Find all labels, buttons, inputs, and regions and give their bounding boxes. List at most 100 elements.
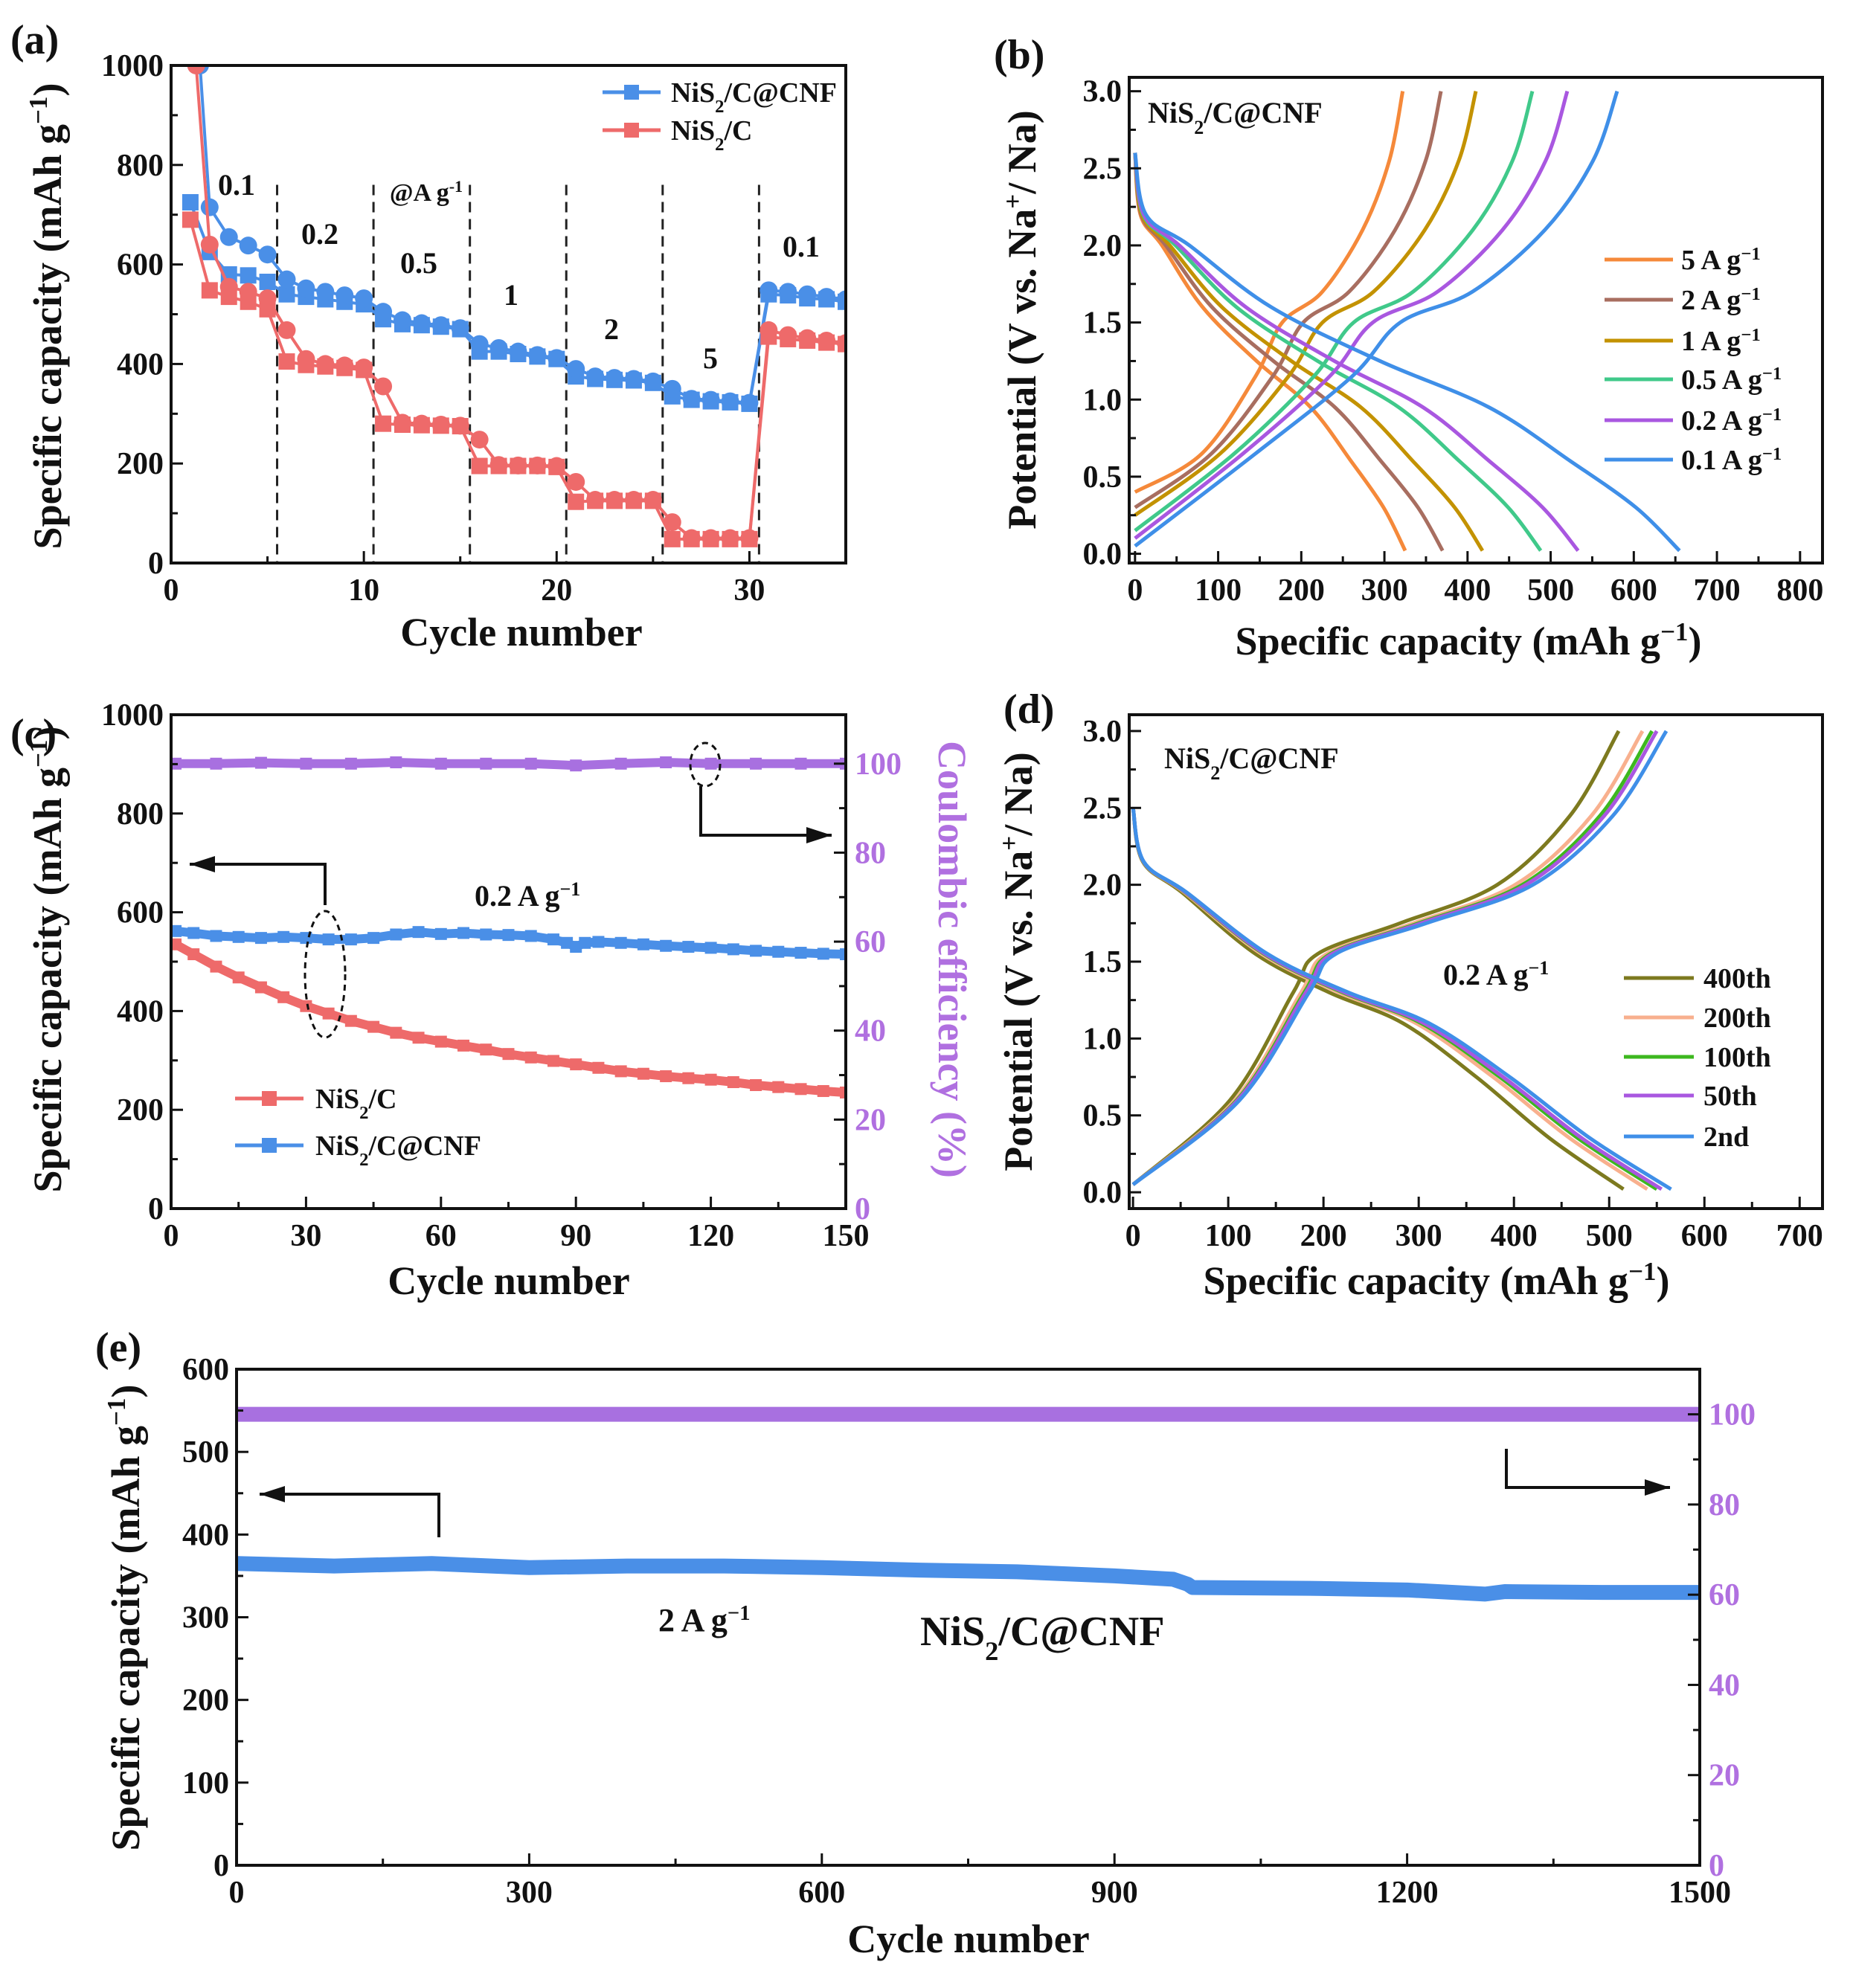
y-tick-label: 1.5 <box>1083 306 1123 341</box>
legend: 5 A g−1 2 A g−1 1 A g−1 0.5 A g−1 0.2 A g−1 0… <box>1605 244 1782 476</box>
y-tick-label: 400 <box>182 1518 229 1552</box>
rate-annotation: 0.2 <box>301 217 338 251</box>
data-point-charge <box>431 316 450 335</box>
right-axis-arrow-head <box>806 827 832 843</box>
y-tick-label: 200 <box>117 447 164 481</box>
data-point-charge <box>547 457 566 475</box>
y-tick-label: 200 <box>182 1684 229 1718</box>
data-point-charge <box>509 342 527 361</box>
y2-tick-label: 100 <box>855 747 902 782</box>
data-point <box>614 1065 627 1078</box>
data-point <box>727 1076 739 1089</box>
y-tick-label: 0 <box>148 547 164 581</box>
data-point <box>187 948 200 961</box>
y-tick-label: 1.0 <box>1083 1022 1123 1056</box>
panel-label: (c) <box>10 711 57 757</box>
x-tick-label: 120 <box>687 1219 734 1253</box>
data-point <box>367 932 380 945</box>
discharge-curve <box>1133 152 1407 552</box>
data-point <box>750 757 762 770</box>
panel-label: (d) <box>1003 686 1054 733</box>
data-point-charge <box>335 286 354 305</box>
data-point-charge <box>663 513 681 532</box>
x-tick-label: 600 <box>1681 1219 1728 1253</box>
data-point <box>637 1067 649 1080</box>
data-point <box>614 757 627 770</box>
data-point-charge <box>740 393 759 412</box>
x-tick-label: 200 <box>1278 573 1325 608</box>
data-point-charge <box>759 321 778 339</box>
data-point-charge <box>663 379 681 398</box>
data-point <box>794 1083 807 1096</box>
data-point-discharge <box>182 193 199 210</box>
x-tick-label: 150 <box>823 1219 870 1253</box>
data-point <box>637 938 649 950</box>
left-axis-arrow-head <box>260 1486 285 1502</box>
charge-curve <box>1134 90 1619 548</box>
discharge-curve <box>1131 807 1672 1191</box>
rate-annotation: 2 A g−1 <box>658 1602 751 1639</box>
data-point-charge <box>374 377 393 396</box>
data-point-charge <box>489 338 508 357</box>
x-tick-label: 20 <box>541 573 572 608</box>
legend-label: NiS2/C <box>315 1084 396 1123</box>
panel-c-plot-area <box>171 756 846 1098</box>
charge-curve <box>1134 91 1443 509</box>
data-point <box>210 960 222 973</box>
y2-tick-label: 40 <box>1709 1668 1740 1702</box>
x-tick-label: 200 <box>1300 1219 1347 1253</box>
y-tick-label: 600 <box>117 248 164 283</box>
x-axis-title: Specific capacity (mAh g−1) <box>1204 1257 1670 1304</box>
discharge-curve <box>1133 152 1445 552</box>
data-point-charge <box>701 529 720 547</box>
legend-label: 5 A g−1 <box>1681 244 1761 277</box>
data-point-charge <box>412 414 431 433</box>
y-tick-label: 200 <box>117 1093 164 1128</box>
left-axis-arrow <box>190 863 327 905</box>
y2-tick-label: 0 <box>855 1192 870 1226</box>
y-tick-label: 0.0 <box>1083 1176 1123 1210</box>
panel-c-axes: (c)0 30 60 90 120 150020040060080010000204060… <box>10 698 974 1303</box>
panel-b-plot-area <box>1133 90 1681 553</box>
data-point <box>524 757 537 770</box>
data-point <box>660 1070 672 1083</box>
data-point <box>232 971 245 984</box>
rate-annotation: 0.2 A g−1 <box>475 878 580 913</box>
data-point <box>794 947 807 959</box>
x-tick-label: 300 <box>506 1876 553 1910</box>
data-point-charge <box>451 416 469 435</box>
y-tick-label: 0 <box>148 1192 164 1226</box>
data-point <box>434 757 447 770</box>
legend-label: NiS2/C@CNF <box>315 1130 481 1170</box>
rate-annotation: 0.2 A g−1 <box>1443 957 1549 992</box>
highlight-ellipse <box>689 742 722 788</box>
data-point <box>547 933 559 946</box>
data-point-charge <box>258 245 277 264</box>
panel-a-axes: (a) 0 10 20 30 0 200 400 600 800 1000 Cycle number S… <box>10 17 847 654</box>
x-tick-label: 100 <box>1195 573 1242 608</box>
legend: 400th 200th 100th 50th 2nd <box>1624 963 1771 1153</box>
x-tick-label: 100 <box>1205 1219 1252 1253</box>
data-point-charge <box>489 456 508 475</box>
x-tick-label: 300 <box>1396 1219 1442 1253</box>
data-point <box>614 936 627 949</box>
plot-frame <box>170 713 847 1210</box>
y-tick-label: 1000 <box>101 698 164 733</box>
data-point-charge <box>258 289 277 308</box>
data-point-charge <box>219 228 238 246</box>
x-tick-label: 500 <box>1527 573 1574 608</box>
data-point <box>570 1058 582 1071</box>
data-point-discharge <box>201 282 218 299</box>
data-point-charge <box>355 289 373 308</box>
y2-tick-label: 80 <box>1709 1488 1740 1522</box>
data-point <box>727 943 739 956</box>
legend-label: 0.2 A g−1 <box>1681 405 1782 437</box>
legend-label: 100th <box>1703 1042 1771 1073</box>
plot-frame <box>1128 713 1824 1210</box>
legend-label: 50th <box>1703 1081 1757 1112</box>
data-point-charge <box>721 392 739 411</box>
data-point <box>524 1051 537 1064</box>
x-axis-title: Specific capacity (mAh g−1) <box>1236 617 1702 664</box>
x-tick-label: 300 <box>1361 573 1408 608</box>
series-line <box>188 219 846 541</box>
